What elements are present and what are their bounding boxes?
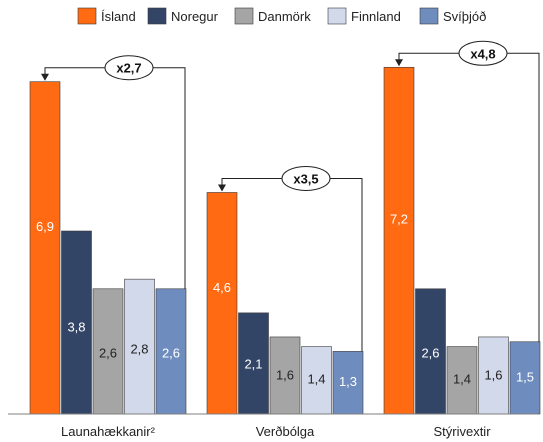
multiplier-badge-launah-kkanir [104, 55, 154, 81]
bar-finnland-launah-kkanir [124, 278, 155, 415]
multiplier-annotations: x2,7 x3,5 x4,8 [41, 40, 540, 352]
bar-i-sland-sty-rivextir [383, 66, 415, 415]
arrow-down-icon [218, 184, 226, 192]
value-label-finnland-launah-kkanir: 2,8 [130, 341, 148, 356]
category-label-sty-rivextir: Stýrivextir [433, 424, 491, 439]
multiplier-label-sty-rivextir: x4,8 [470, 46, 495, 61]
bar-noregur-launah-kkanir [61, 230, 92, 415]
value-label-finnland-ver-bo-lga: 1,4 [307, 372, 325, 387]
legend-label-finnland: Finnland [351, 9, 401, 24]
value-label-svi-jo-launah-kkanir: 2,6 [162, 346, 180, 361]
legend-label-svi-jo: Svíþjóð [443, 9, 486, 24]
bar-danmo-rk-ver-bo-lga [269, 336, 301, 415]
category-labels: Launahækkanir² Verðbólga Stýrivextir [61, 424, 491, 439]
legend-swatch-noregur [147, 7, 167, 25]
legend-swatch-danmo-rk [234, 7, 254, 25]
value-label-noregur-launah-kkanir: 3,8 [67, 320, 85, 335]
value-label-noregur-ver-bo-lga: 2,1 [244, 356, 262, 371]
bar-svi-jo-ver-bo-lga [332, 351, 364, 415]
bar-i-sland-ver-bo-lga [206, 192, 238, 415]
bar-i-sland-launah-kkanir [29, 81, 61, 415]
bar-finnland-sty-rivextir [478, 336, 509, 415]
value-label-svi-jo-sty-rivextir: 1,5 [516, 369, 534, 384]
multiplier-badge-sty-rivextir [458, 40, 508, 66]
value-label-finnland-sty-rivextir: 1,6 [484, 367, 502, 382]
value-label-danmo-rk-ver-bo-lga: 1,6 [276, 367, 294, 382]
value-label-noregur-sty-rivextir: 2,6 [421, 346, 439, 361]
value-label-i-sland-launah-kkanir: 6,9 [36, 219, 54, 234]
bar-noregur-ver-bo-lga [238, 312, 269, 415]
category-label-ver-bo-lga: Verðbólga [256, 424, 315, 439]
legend-label-i-sland: Ísland [101, 9, 136, 24]
arrow-down-icon [41, 73, 49, 81]
legend: Ísland Noregur Danmörk Finnland Svíþjóð [77, 7, 486, 25]
value-label-danmo-rk-sty-rivextir: 1,4 [453, 372, 471, 387]
legend-label-danmo-rk: Danmörk [258, 9, 311, 24]
multiplier-badge-ver-bo-lga [281, 165, 331, 191]
bar-svi-jo-launah-kkanir [155, 288, 187, 415]
bar-svi-jo-sty-rivextir [509, 341, 541, 415]
value-label-i-sland-ver-bo-lga: 4,6 [213, 280, 231, 295]
arrow-down-icon [395, 59, 403, 67]
bars: 6,9 3,8 2,6 2,8 2,6 4,6 2,1 1,6 1,4 1,3 7,2 2,6 1,4 1… [29, 66, 541, 415]
legend-swatch-i-sland [77, 7, 97, 25]
value-label-danmo-rk-launah-kkanir: 2,6 [99, 346, 117, 361]
value-label-i-sland-sty-rivextir: 7,2 [390, 211, 408, 226]
bar-danmo-rk-sty-rivextir [446, 346, 478, 415]
multiplier-label-ver-bo-lga: x3,5 [293, 171, 318, 186]
legend-label-noregur: Noregur [171, 9, 219, 24]
category-label-launah-kkanir: Launahækkanir² [61, 424, 156, 439]
value-label-svi-jo-ver-bo-lga: 1,3 [339, 374, 357, 389]
bar-danmo-rk-launah-kkanir [92, 288, 124, 415]
legend-swatch-svi-jo [419, 7, 439, 25]
legend-swatch-finnland [327, 7, 347, 25]
multiplier-label-launah-kkanir: x2,7 [116, 61, 141, 76]
